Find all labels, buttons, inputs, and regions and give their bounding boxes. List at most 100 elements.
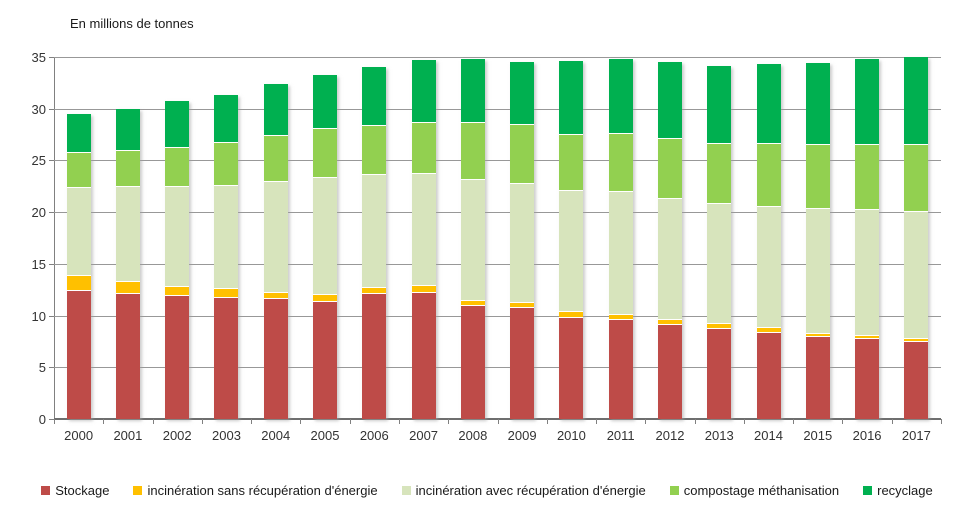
x-axis-tick-label: 2000: [64, 428, 94, 443]
bar-segment: [362, 174, 387, 287]
legend-label: compostage méthanisation: [683, 483, 840, 498]
x-axis-tick: [891, 419, 893, 424]
bar-segment: [855, 59, 880, 144]
bar-segment: [115, 293, 140, 419]
y-axis-tick: [49, 315, 54, 317]
bar-segment: [313, 177, 338, 294]
legend: Stockage incinération sans récupération d…: [0, 483, 974, 498]
bar-segment: [263, 298, 288, 419]
x-axis-tick-label: 2009: [507, 428, 537, 443]
bar-segment: [510, 302, 535, 307]
bar-stack-2016: [855, 59, 880, 419]
x-axis-tick-label: 2007: [409, 428, 439, 443]
legend-label: incinération sans récupération d'énergie: [147, 483, 378, 498]
bar-segment: [805, 336, 830, 419]
bar-segment: [115, 150, 140, 186]
x-axis-tick-label: 2005: [310, 428, 340, 443]
bar-segment: [559, 134, 584, 190]
bar-segment: [608, 319, 633, 419]
bar-segment: [904, 211, 929, 338]
legend-label: Stockage: [55, 483, 110, 498]
y-axis-tick: [49, 108, 54, 110]
x-axis-tick: [398, 419, 400, 424]
legend-item: incinération sans récupération d'énergie: [133, 483, 378, 498]
bar-segment: [165, 101, 190, 147]
bar-segment: [559, 61, 584, 134]
y-axis-tick-label: 0: [38, 412, 46, 427]
bar-segment: [214, 185, 239, 288]
bar-segment: [214, 95, 239, 142]
x-axis-tick-label: 2002: [162, 428, 192, 443]
legend-item: incinération avec récupération d'énergie: [401, 483, 646, 498]
chart-title: En millions de tonnes: [70, 16, 194, 31]
x-axis-tick-label: 2006: [359, 428, 389, 443]
bar-segment: [904, 57, 929, 144]
gridline: [54, 160, 941, 162]
bar-segment: [165, 295, 190, 419]
bar-segment: [263, 181, 288, 292]
bar-segment: [559, 317, 584, 419]
bar-segment: [657, 319, 682, 324]
bar-stack-2017: [904, 57, 929, 419]
bar-segment: [313, 294, 338, 301]
x-axis-tick: [54, 419, 55, 424]
gridline: [54, 57, 941, 58]
y-axis-tick-label: 25: [31, 153, 46, 169]
bar-segment: [756, 332, 781, 419]
bar-segment: [805, 208, 830, 333]
gridline: [54, 315, 941, 317]
x-axis-tick-label: 2003: [212, 428, 241, 443]
bar-segment: [805, 144, 830, 208]
x-axis-tick-label: 2012: [655, 428, 685, 443]
bar-segment: [165, 186, 190, 286]
bar-segment: [411, 60, 436, 122]
bar-segment: [115, 186, 140, 281]
bar-segment: [805, 333, 830, 336]
bar-segment: [263, 135, 288, 181]
bar-segment: [510, 124, 535, 183]
bar-stack-2015: [805, 63, 830, 419]
bar-segment: [460, 179, 485, 300]
x-axis-tick-label: 2001: [113, 428, 143, 443]
bar-segment: [855, 144, 880, 209]
bar-segment: [313, 301, 338, 419]
x-axis-tick-label: 2008: [458, 428, 488, 443]
y-axis-tick-label: 15: [31, 256, 46, 272]
bar-segment: [608, 133, 633, 191]
y-axis-tick-label: 35: [31, 50, 46, 65]
x-axis-tick: [743, 419, 745, 424]
legend-swatch-icon: [401, 486, 411, 495]
bar-segment: [411, 173, 436, 285]
y-axis-line: [54, 57, 55, 420]
bar-segment: [115, 109, 140, 150]
bar-stack-2013: [707, 66, 732, 419]
gridline: [54, 212, 941, 214]
bar-segment: [362, 67, 387, 125]
bar-stack-2007: [411, 60, 436, 419]
bar-stack-2006: [362, 67, 387, 419]
legend-label: incinération avec récupération d'énergie: [415, 483, 646, 498]
bar-segment: [904, 144, 929, 211]
bar-segment: [657, 324, 682, 419]
bar-segment: [756, 64, 781, 143]
bar-segment: [66, 290, 91, 419]
gridline: [54, 108, 941, 110]
legend-swatch-icon: [669, 486, 679, 495]
y-axis-tick-label: 10: [31, 308, 46, 324]
x-axis-tick-label: 2015: [803, 428, 833, 443]
bar-segment: [657, 138, 682, 198]
bar-segment: [559, 190, 584, 311]
bar-segment: [707, 203, 732, 323]
bar-segment: [855, 209, 880, 335]
bar-segment: [460, 300, 485, 305]
bar-segment: [756, 327, 781, 332]
bar-stack-2014: [756, 64, 781, 419]
bar-segment: [214, 142, 239, 185]
bar-segment: [756, 143, 781, 206]
bar-segment: [460, 122, 485, 179]
bar-stack-2010: [559, 61, 584, 419]
x-axis-tick-label: 2004: [261, 428, 291, 443]
x-axis-tick: [596, 419, 598, 424]
x-axis-tick: [497, 419, 499, 424]
bar-stack-2003: [214, 95, 239, 419]
